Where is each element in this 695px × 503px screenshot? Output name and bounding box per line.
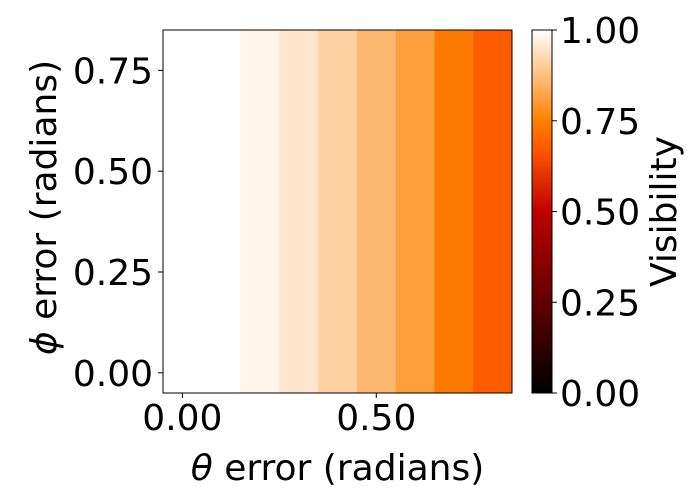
heatmap-cell (395, 30, 435, 393)
x-axis-label: θ error (radians) (191, 448, 485, 489)
y-tick-label: 0.00 (73, 354, 153, 395)
y-axis-ticks: 0.00 0.25 0.50 0.75 (73, 51, 163, 395)
plot-frame (162, 29, 513, 394)
x-tick-label: 0.00 (142, 398, 222, 439)
y-axis-label: ϕ error (radians) (24, 60, 65, 355)
heatmap-cell (434, 30, 474, 393)
heatmap-cell (356, 30, 397, 393)
colorbar-label: Visibility (644, 136, 685, 287)
heatmap-cells (163, 30, 513, 393)
x-axis-label-text: error (radians) (213, 448, 484, 489)
y-tick-label: 0.50 (73, 152, 153, 193)
y-tick-label: 0.75 (73, 51, 153, 92)
colorbar-ticks: 0.00 0.25 0.50 0.75 1.00 (552, 11, 640, 415)
colorbar-tick-label: 0.50 (560, 193, 640, 234)
x-tick-label: 0.50 (336, 398, 416, 439)
heatmap-cell (318, 30, 358, 393)
colorbar-tick-label: 1.00 (560, 11, 640, 52)
heatmap-cell (473, 30, 513, 393)
colorbar-tick-label: 0.00 (560, 374, 640, 415)
y-tick-label: 0.25 (73, 253, 153, 294)
x-axis-ticks: 0.00 0.50 (142, 393, 416, 439)
heatmap-cell (279, 30, 319, 393)
colorbar (532, 30, 552, 393)
colorbar-tick-label: 0.75 (560, 102, 640, 143)
y-axis-label-text: error (radians) (24, 60, 65, 331)
heatmap-cell (240, 30, 280, 393)
colorbar-tick-label: 0.25 (560, 283, 640, 324)
y-axis-label-symbol: ϕ (24, 331, 65, 355)
heatmap-cell (163, 30, 242, 393)
x-axis-label-symbol: θ (191, 448, 213, 489)
